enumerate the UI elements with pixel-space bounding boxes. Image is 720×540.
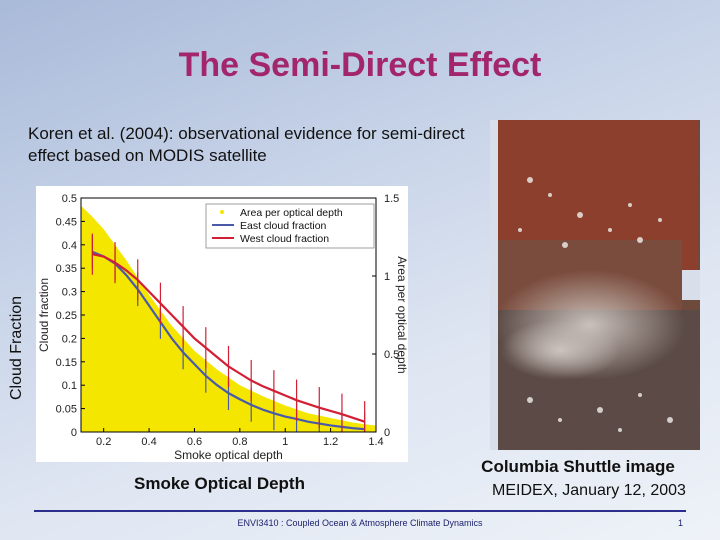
- y-tick-label: 0.2: [62, 333, 77, 345]
- page-number: 1: [678, 518, 684, 528]
- chart-y-label: Cloud fraction: [37, 278, 51, 352]
- chart-y-right-label: Area per optical depth: [395, 256, 408, 373]
- chart-x-label: Smoke optical depth: [174, 448, 283, 462]
- slide-title: The Semi-Direct Effect: [178, 46, 542, 84]
- y-tick-label: 0.25: [56, 310, 77, 322]
- x-axis-label: Smoke Optical Depth: [134, 474, 305, 493]
- satellite-image: [490, 120, 700, 450]
- x-tick-label: 1.4: [368, 436, 383, 448]
- x-tick-label: 0.4: [141, 436, 156, 448]
- image-caption-date: MEIDEX, January 12, 2003: [492, 482, 686, 499]
- legend-label: West cloud fraction: [240, 233, 329, 245]
- y-tick-label: 0.5: [62, 193, 77, 205]
- y-tick-label: 0.05: [56, 404, 77, 416]
- y-right-tick-label: 1: [384, 271, 390, 283]
- y-tick-label: 0.15: [56, 357, 77, 369]
- image-caption-title: Columbia Shuttle image: [481, 457, 675, 476]
- footer-course: ENVI3410 : Coupled Ocean & Atmosphere Cl…: [237, 518, 483, 528]
- x-tick-label: 0.6: [187, 436, 202, 448]
- y-tick-label: 0.45: [56, 216, 77, 228]
- cloud-fraction-chart: 0 0.05 0.1 0.15 0.2 0.25 0.3 0.35 0.4 0.45 0.5 0 0.5…: [36, 186, 408, 462]
- area-per-optical-depth: [81, 205, 376, 432]
- legend-label: Area per optical depth: [240, 207, 343, 219]
- y-right-tick-label: 1.5: [384, 193, 399, 205]
- y-axis-label: Cloud Fraction: [8, 295, 25, 400]
- y-tick-label: 0.4: [62, 240, 77, 252]
- y-right-tick-label: 0.5: [384, 349, 399, 361]
- y-tick-label: 0.3: [62, 287, 77, 299]
- x-tick-label: 1.2: [323, 436, 338, 448]
- citation-text: Koren et al. (2004): observational evide…: [28, 124, 465, 165]
- y-tick-label: 0: [71, 427, 77, 439]
- y-right-tick-label: 0: [384, 427, 390, 439]
- x-tick-label: 1: [282, 436, 288, 448]
- legend-marker-area: [220, 210, 224, 214]
- x-tick-label: 0.2: [96, 436, 111, 448]
- footer-rule: [34, 510, 686, 512]
- x-tick-label: 0.8: [232, 436, 247, 448]
- y-tick-label: 0.35: [56, 263, 77, 275]
- legend-label: East cloud fraction: [240, 220, 327, 232]
- y-tick-label: 0.1: [62, 380, 77, 392]
- chart-svg: 0 0.05 0.1 0.15 0.2 0.25 0.3 0.35 0.4 0.45 0.5 0 0.5…: [37, 193, 408, 462]
